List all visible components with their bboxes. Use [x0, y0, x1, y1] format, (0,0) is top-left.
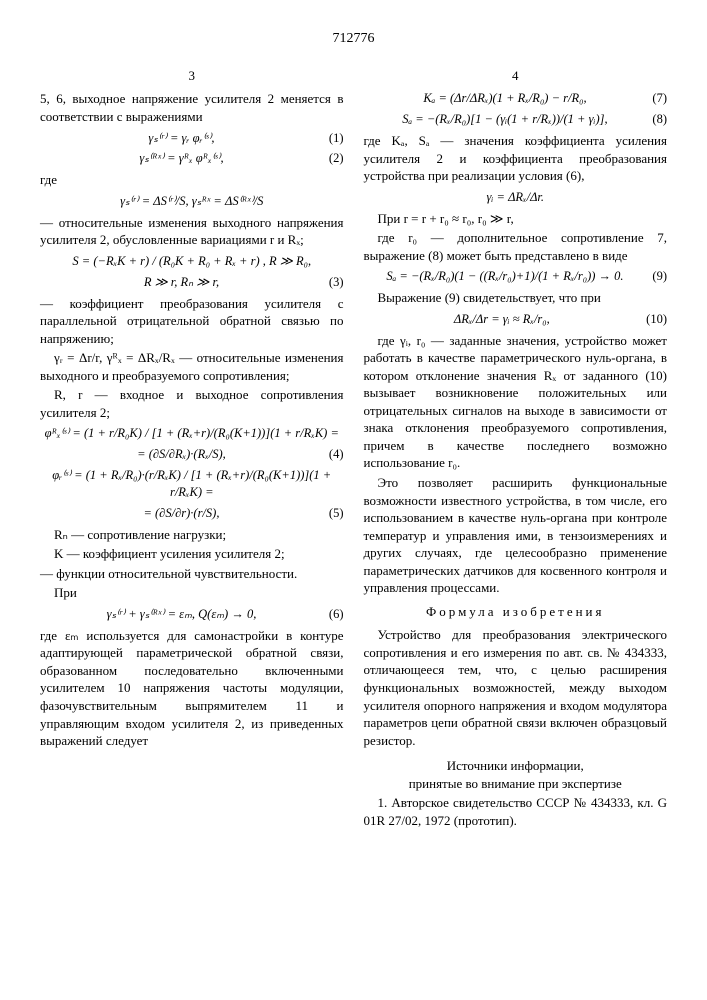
para: где Kₐ, Sₐ — значения коэффициента усиле…	[364, 132, 668, 185]
para: где γᵢ, r₀ — заданные значения, устройст…	[364, 332, 668, 472]
equation-7b: = (∂S/∂r)·(r/S), (5)	[40, 505, 344, 522]
eq-num: (6)	[323, 606, 344, 623]
eq-num: (7)	[646, 90, 667, 107]
sources-title: Источники информации,	[364, 757, 668, 775]
equation-r1: Kₐ = (Δr/ΔRₓ)(1 + Rₓ/R₀) − r/R₀, (7)	[364, 90, 668, 107]
columns: 3 5, 6, выходное напряжение усилителя 2 …	[40, 67, 667, 832]
equation-r5: ΔRₓ/Δr = γᵢ ≈ Rₓ/r₀, (10)	[364, 311, 668, 328]
para: Это позволяет расширить функциональные в…	[364, 474, 668, 597]
para: Устройство для преобразования электричес…	[364, 626, 668, 749]
eq-body: ΔRₓ/Δr = γᵢ ≈ Rₓ/r₀,	[364, 311, 641, 328]
eq-body: = (∂S/∂r)·(r/S),	[40, 505, 323, 522]
right-column: 4 Kₐ = (Δr/ΔRₓ)(1 + Rₓ/R₀) − r/R₀, (7) S…	[364, 67, 668, 832]
eq-body: S = (−RₓK + r) / (R₀K + R₀ + Rₓ + r) , R…	[40, 253, 344, 270]
equation-3: γₛ⁽ʳ⁾ = ΔS⁽ʳ⁾/S, γₛᴿˣ = ΔS⁽ᴿˣ⁾/S	[40, 193, 344, 210]
para: Выражение (9) свидетельствует, что при	[364, 289, 668, 307]
equation-6b: = (∂S/∂Rₓ)·(Rₓ/S), (4)	[40, 446, 344, 463]
equation-1: γₛ⁽ʳ⁾ = γᵣ φᵣ⁽ˢ⁾, (1)	[40, 130, 344, 147]
para: При r = r + r₀ ≈ r₀, r₀ ≫ r,	[364, 210, 668, 228]
eq-body: γₛ⁽ʳ⁾ + γₛ⁽ᴿˣ⁾ = εₘ, Q(εₘ) → 0,	[40, 606, 323, 623]
equation-2: γₛ⁽ᴿˣ⁾ = γᴿₓ φᴿₓ⁽ˢ⁾, (2)	[40, 150, 344, 167]
sources-sub: принятые во внимание при экспертизе	[364, 775, 668, 793]
eq-num: (10)	[640, 311, 667, 328]
para: где r₀ — дополнительное сопротивление 7,…	[364, 229, 668, 264]
left-column: 3 5, 6, выходное напряжение усилителя 2 …	[40, 67, 344, 832]
equation-4: S = (−RₓK + r) / (R₀K + R₀ + Rₓ + r) , R…	[40, 253, 344, 270]
eq-num: (1)	[323, 130, 344, 147]
formula-title: Формула изобретения	[364, 603, 668, 621]
para: 1. Авторское свидетельство СССР № 434333…	[364, 794, 668, 829]
page-number-right: 4	[364, 67, 668, 85]
eq-num: (9)	[646, 268, 667, 285]
where-label: где	[40, 171, 344, 189]
eq-num: (8)	[646, 111, 667, 128]
eq-body: γₛ⁽ʳ⁾ = ΔS⁽ʳ⁾/S, γₛᴿˣ = ΔS⁽ᴿˣ⁾/S	[40, 193, 344, 210]
eq-num: (3)	[323, 274, 344, 291]
page-number-left: 3	[40, 67, 344, 85]
para: При	[40, 584, 344, 602]
para: K — коэффициент усиления усилителя 2;	[40, 545, 344, 563]
equation-6a: φᴿₓ⁽ˢ⁾ = (1 + r/R₀K) / [1 + (Rₓ+r)/(R₀(K…	[40, 425, 344, 442]
para: — относительные изменения выходного напр…	[40, 214, 344, 249]
equation-r4: Sₐ = −(Rₓ/R₀)(1 − ((Rₓ/r₀)+1)/(1 + Rₓ/r₀…	[364, 268, 668, 285]
para: R, r — входное и выходное сопротивления …	[40, 386, 344, 421]
eq-num: (4)	[323, 446, 344, 463]
eq-num: (5)	[323, 505, 344, 522]
equation-5: R ≫ r, Rₙ ≫ r, (3)	[40, 274, 344, 291]
eq-body: γₛ⁽ᴿˣ⁾ = γᴿₓ φᴿₓ⁽ˢ⁾,	[40, 150, 323, 167]
para: 5, 6, выходное напряжение усилителя 2 ме…	[40, 90, 344, 125]
equation-8: γₛ⁽ʳ⁾ + γₛ⁽ᴿˣ⁾ = εₘ, Q(εₘ) → 0, (6)	[40, 606, 344, 623]
eq-body: φᴿₓ⁽ˢ⁾ = (1 + r/R₀K) / [1 + (Rₓ+r)/(R₀(K…	[40, 425, 344, 442]
equation-r2: Sₐ = −(Rₓ/R₀)[1 − (γᵢ(1 + r/Rₓ))/(1 + γᵢ…	[364, 111, 668, 128]
eq-num: (2)	[323, 150, 344, 167]
document-number: 712776	[40, 30, 667, 49]
eq-body: Sₐ = −(Rₓ/R₀)(1 − ((Rₓ/r₀)+1)/(1 + Rₓ/r₀…	[364, 268, 647, 285]
eq-body: γₛ⁽ʳ⁾ = γᵣ φᵣ⁽ˢ⁾,	[40, 130, 323, 147]
para: где εₘ используется для самонастройки в …	[40, 627, 344, 750]
para: γᵣ = Δr/r, γᴿₓ = ΔRₓ/Rₓ — относительные …	[40, 349, 344, 384]
eq-body: Kₐ = (Δr/ΔRₓ)(1 + Rₓ/R₀) − r/R₀,	[364, 90, 647, 107]
eq-body: = (∂S/∂Rₓ)·(Rₓ/S),	[40, 446, 323, 463]
equation-r3: γᵢ = ΔRₓ/Δr.	[364, 189, 668, 206]
para: Rₙ — сопротивление нагрузки;	[40, 526, 344, 544]
eq-body: R ≫ r, Rₙ ≫ r,	[40, 274, 323, 291]
para: — функции относительной чувствительности…	[40, 565, 344, 583]
eq-body: γᵢ = ΔRₓ/Δr.	[364, 189, 668, 206]
para: — коэффициент преобразования усилителя с…	[40, 295, 344, 348]
eq-body: φᵣ⁽ˢ⁾ = (1 + Rₓ/R₀)·(r/RₓK) / [1 + (Rₓ+r…	[40, 467, 344, 501]
equation-7a: φᵣ⁽ˢ⁾ = (1 + Rₓ/R₀)·(r/RₓK) / [1 + (Rₓ+r…	[40, 467, 344, 501]
eq-body: Sₐ = −(Rₓ/R₀)[1 − (γᵢ(1 + r/Rₓ))/(1 + γᵢ…	[364, 111, 647, 128]
